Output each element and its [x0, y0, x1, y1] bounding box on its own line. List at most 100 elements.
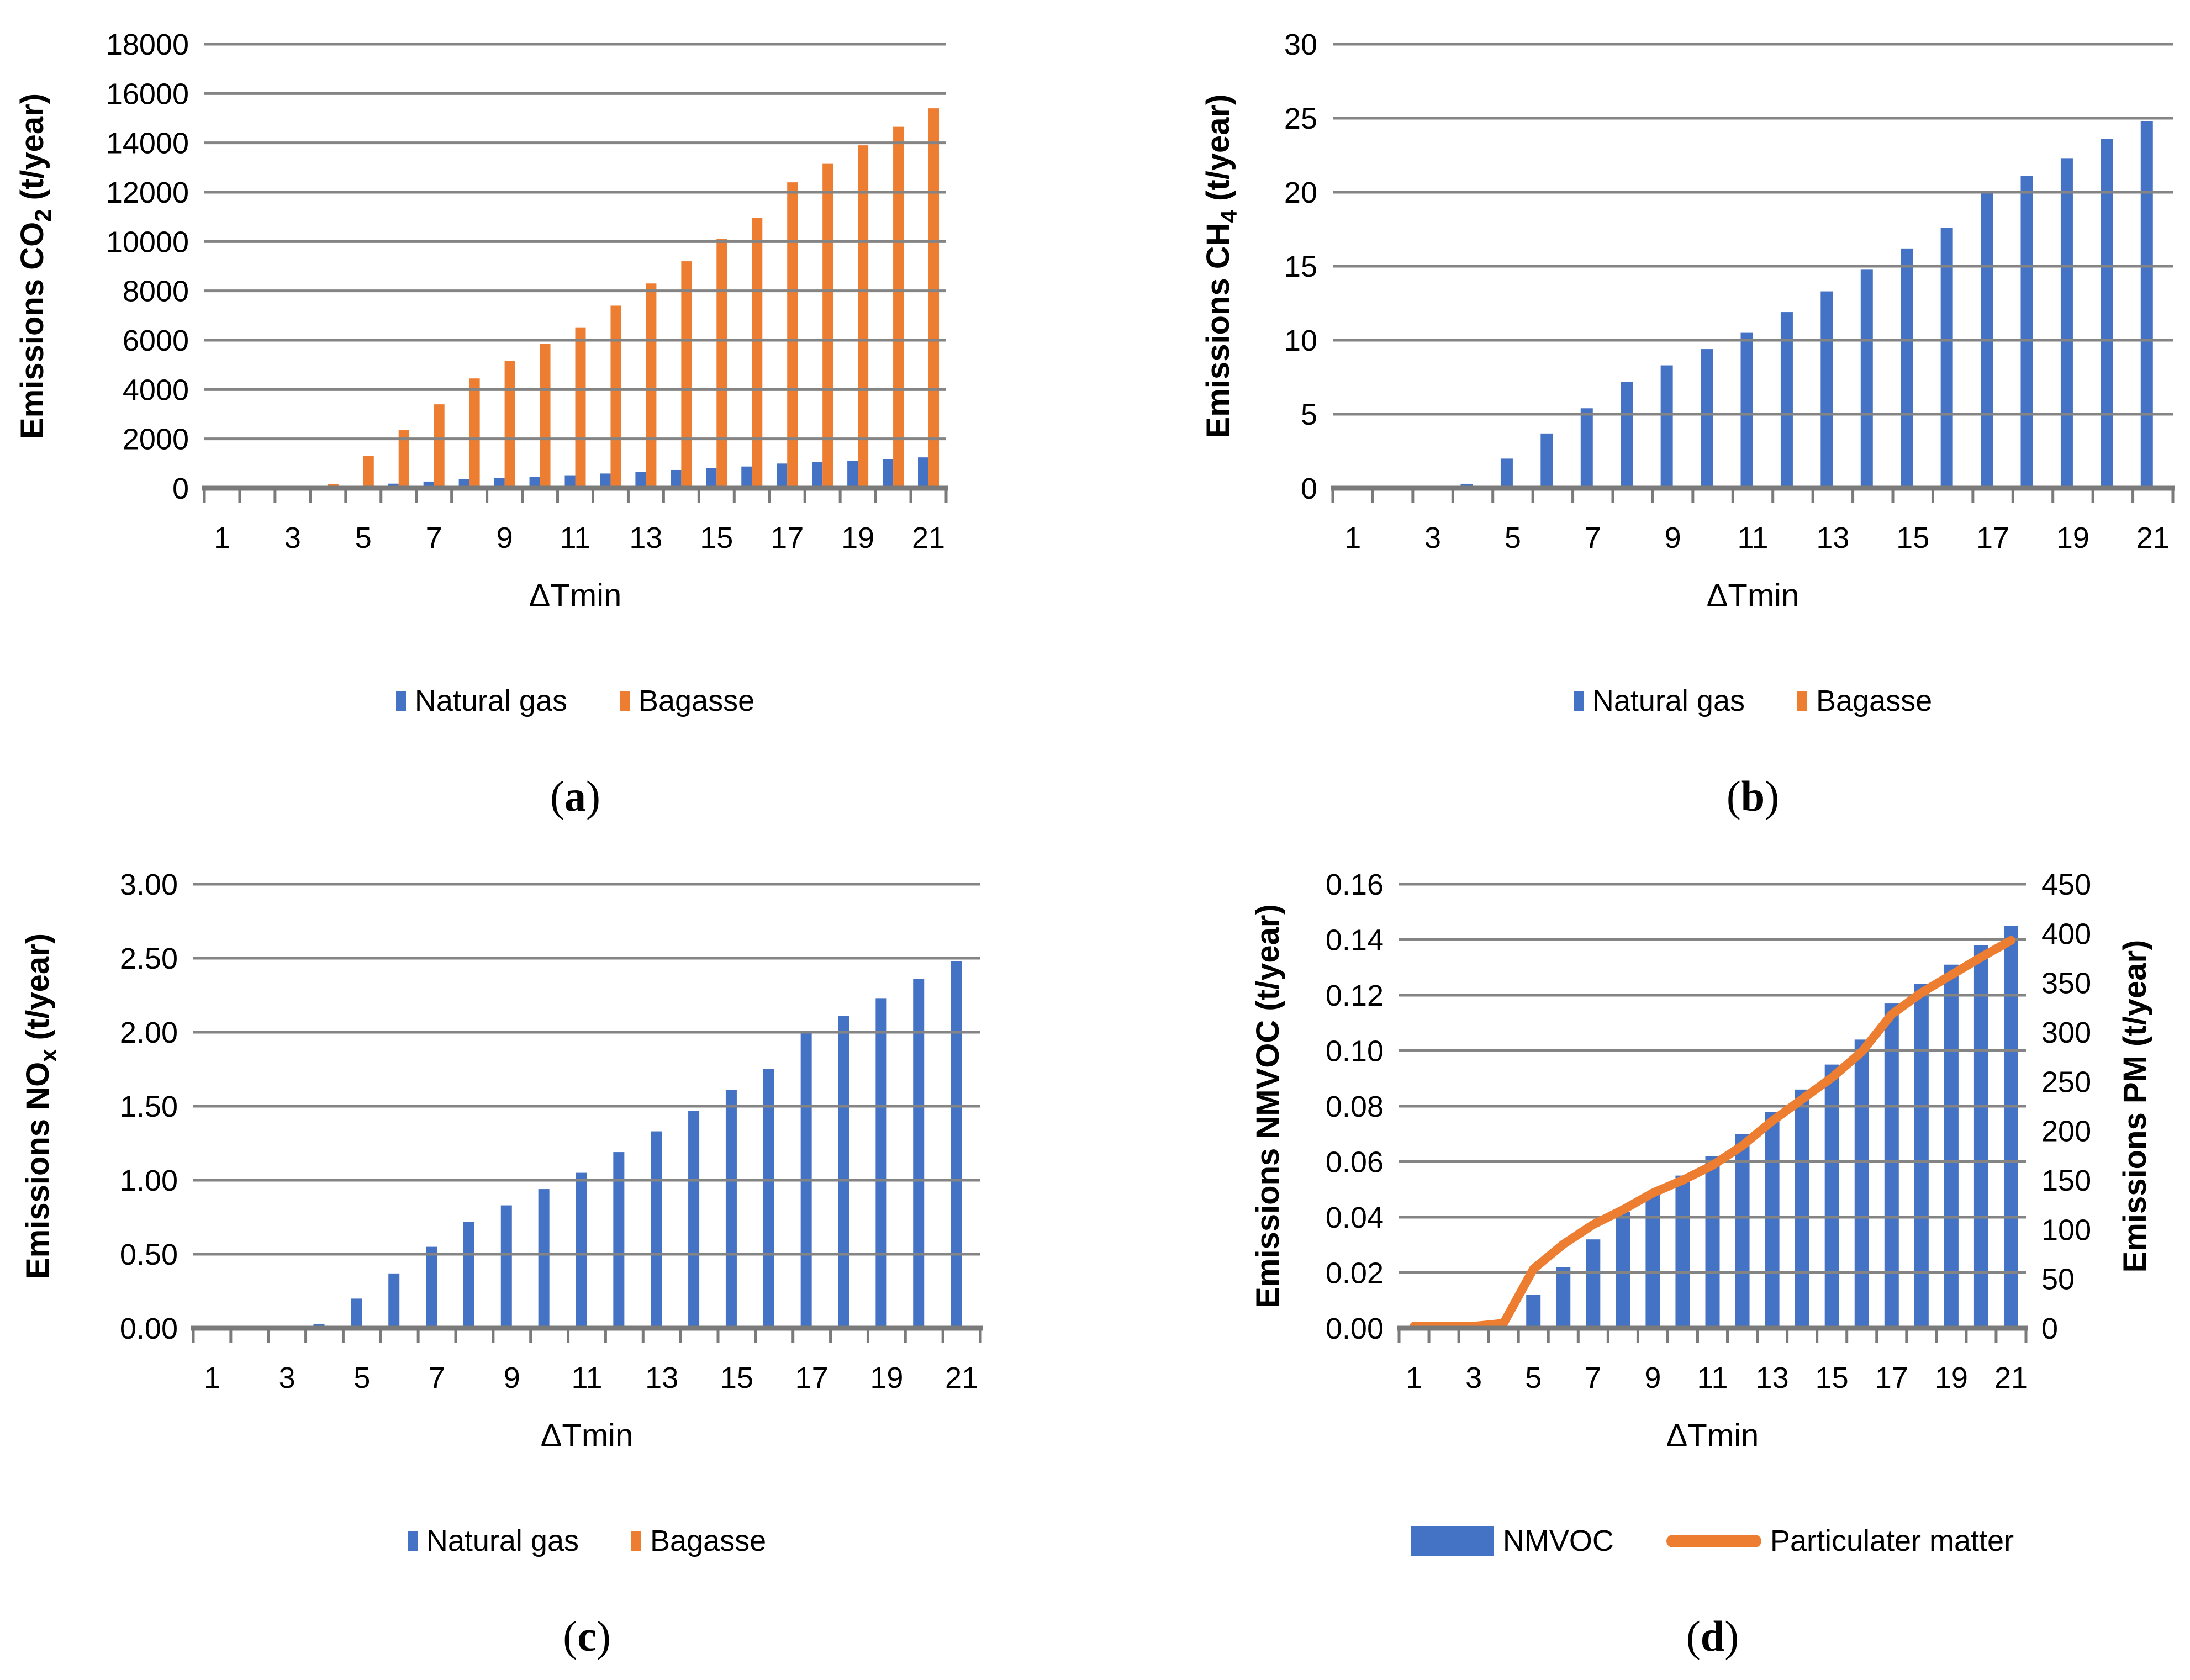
- bar-natural-gas: [351, 1298, 362, 1328]
- x-tick-label: 7: [426, 521, 442, 554]
- x-tick-label: 19: [2056, 521, 2089, 554]
- legend-swatch-bar-icon: [1797, 690, 1807, 711]
- y-tick-label: 0.08: [1326, 1090, 1384, 1123]
- bars-group: [1526, 926, 2018, 1328]
- y2-tick-label: 150: [2041, 1164, 2091, 1197]
- x-tick-label: 13: [1756, 1361, 1789, 1394]
- bar-natural-gas: [651, 1131, 662, 1328]
- bar-nmvoc: [1675, 1175, 1690, 1328]
- y-tick-label: 0: [1301, 472, 1317, 505]
- x-tick-label: 1: [204, 1361, 220, 1394]
- bar-bagasse: [363, 456, 374, 488]
- bar-nmvoc: [1586, 1239, 1601, 1328]
- y-tick-label: 0.06: [1326, 1146, 1384, 1179]
- legend-swatch-bar-icon: [1411, 1525, 1494, 1556]
- gridlines-group: [1399, 883, 2026, 1274]
- bar-natural-gas: [763, 1069, 774, 1328]
- y2-tick-label: 300: [2041, 1016, 2091, 1049]
- legend-nmvoc-pm: NMVOC Particulater matter: [1399, 1520, 2026, 1561]
- x-tick-label: 7: [1585, 1361, 1601, 1394]
- bar-natural-gas: [1820, 291, 1833, 488]
- x-tick-label: 15: [1896, 521, 1929, 554]
- panel-label-c: (c): [193, 1609, 980, 1664]
- bar-natural-gas: [1621, 382, 1633, 488]
- bar-natural-gas: [777, 463, 788, 488]
- x-tick-label: 17: [1875, 1361, 1908, 1394]
- x-tick-label: 13: [645, 1361, 678, 1394]
- y-tick-label: 0.50: [120, 1238, 178, 1271]
- x-tick-label: 9: [1665, 521, 1681, 554]
- y-tick-label: 0.16: [1326, 868, 1384, 901]
- bar-nmvoc: [1765, 1112, 1780, 1328]
- legend-label: Natural gas: [1592, 684, 1745, 717]
- legend-item-natural-gas: Natural gas: [1573, 684, 1745, 717]
- bar-natural-gas: [812, 462, 823, 488]
- gridlines-group: [1333, 43, 2173, 416]
- x-tick-label: 19: [1935, 1361, 1968, 1394]
- bars-group: [1460, 121, 2153, 489]
- nmvoc-pm-chart-svg: 0.00 0.02 0.04 0.06 0.08 0.10 0.12 0.14 0.16 0 50 1…: [1250, 868, 2153, 1454]
- panel-label-paren-open: (: [550, 772, 564, 820]
- panel-a: 0 2000 4000 6000 8000 10000 12000 14000 16000 180…: [0, 0, 1095, 840]
- legend-ch4: Natural gas Bagasse: [1333, 680, 2173, 721]
- bar-natural-gas: [847, 460, 858, 488]
- y-axis-title-right: Emissions PM (t/year): [2117, 940, 2153, 1273]
- bar-bagasse: [858, 145, 869, 489]
- x-ticks-group: [203, 490, 948, 503]
- legend-swatch-line-icon: [1666, 1534, 1761, 1547]
- panel-label-letter: d: [1700, 1612, 1725, 1660]
- y-tick-label: 0.00: [1326, 1312, 1384, 1345]
- x-tick-label: 15: [700, 521, 733, 554]
- x-tick-label: 7: [429, 1361, 445, 1394]
- y-axis-title-left: Emissions NOx (t/year): [20, 933, 61, 1279]
- y2-tick-label: 450: [2041, 868, 2091, 901]
- x-tick-label: 13: [629, 521, 662, 554]
- bar-natural-gas: [1701, 349, 1713, 488]
- y2-tick-label: 200: [2041, 1115, 2091, 1148]
- panel-c: 0.00 0.50 1.00 1.50 2.00 2.50 3.00 1 3 5 7 9 11 13 15 1…: [0, 840, 1095, 1680]
- y2-tick-label: 250: [2041, 1065, 2091, 1098]
- x-axis-title: ΔTmin: [1707, 578, 1800, 614]
- y2-tick-label: 0: [2041, 1312, 2058, 1345]
- bar-natural-gas: [951, 961, 962, 1328]
- legend-item-nmvoc: NMVOC: [1411, 1525, 1614, 1556]
- x-tick-label: 1: [214, 521, 230, 554]
- panel-b: 0 5 10 15 20 25 30 1 3 5 7 9 11 13 15 17 19 21 ΔTmin Emissi…: [1095, 0, 2190, 840]
- bar-natural-gas: [1901, 248, 1913, 488]
- bar-natural-gas: [494, 478, 505, 488]
- bar-natural-gas: [1740, 332, 1753, 488]
- x-tick-label: 5: [1505, 521, 1521, 554]
- panel-label-paren-open: (: [1726, 772, 1741, 820]
- y-tick-label: 30: [1284, 28, 1317, 61]
- y-axis-title-left: Emissions NMVOC (t/year): [1250, 904, 1286, 1308]
- x-tick-label: 9: [504, 1361, 520, 1394]
- bar-natural-gas: [1780, 312, 1793, 488]
- y-tick-label: 12000: [106, 176, 189, 209]
- bar-nmvoc: [1526, 1295, 1541, 1328]
- y-tick-label: 18000: [106, 28, 189, 61]
- bar-natural-gas: [1940, 228, 1953, 488]
- bar-natural-gas: [706, 468, 717, 488]
- legend-swatch-bar-icon: [395, 690, 406, 711]
- legend-item-bagasse: Bagasse: [1797, 686, 1932, 716]
- bar-nmvoc: [1735, 1134, 1750, 1328]
- x-tick-label: 19: [870, 1361, 903, 1394]
- y-tick-label: 25: [1284, 102, 1317, 135]
- y-tick-label: 15: [1284, 250, 1317, 283]
- x-tick-label: 21: [1994, 1361, 2028, 1394]
- legend-label: Particulater matter: [1770, 1524, 2014, 1557]
- x-tick-label: 13: [1816, 521, 1849, 554]
- y-tick-label: 14000: [106, 127, 189, 160]
- x-axis-title: ΔTmin: [529, 578, 622, 614]
- y-tick-label: 8000: [123, 275, 189, 308]
- bar-nmvoc: [2003, 926, 2018, 1328]
- panel-label-d: (d): [1399, 1609, 2026, 1664]
- bar-natural-gas: [671, 469, 682, 488]
- x-tick-label: 1: [1406, 1361, 1422, 1394]
- bar-bagasse: [469, 378, 480, 488]
- bar-natural-gas: [913, 979, 925, 1328]
- y-tick-label: 6000: [123, 324, 189, 357]
- legend-label: Bagasse: [1816, 684, 1933, 717]
- bar-natural-gas: [2140, 121, 2153, 489]
